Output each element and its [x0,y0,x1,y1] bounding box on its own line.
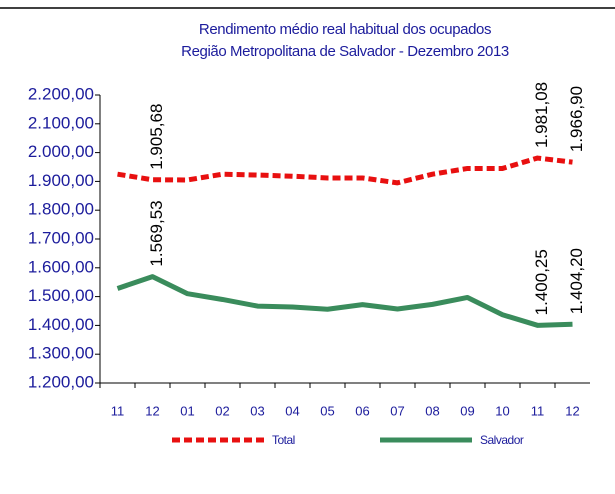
legend-label: Salvador [480,433,524,447]
x-tick-label: 11 [111,403,125,418]
x-tick-label: 07 [390,403,404,418]
chart-subtitle: Região Metropolitana de Salvador - Dezem… [181,43,509,60]
y-tick-label: 1.500,00 [28,286,94,305]
x-tick-label: 12 [565,403,579,418]
y-tick-label: 1.200,00 [28,372,94,391]
x-tick-label: 01 [180,403,194,418]
legend-label: Total [272,433,295,447]
y-tick-label: 1.400,00 [28,315,94,334]
y-tick-label: 1.600,00 [28,257,94,276]
x-tick-label: 12 [145,403,159,418]
chart-title: Rendimento médio real habitual dos ocupa… [199,21,491,38]
y-tick-label: 2.100,00 [28,113,94,132]
line-series [117,155,573,186]
value-label: 1.569,53 [147,200,166,266]
x-tick-label: 04 [285,403,299,418]
x-tick-label: 09 [460,403,474,418]
y-tick-label: 2.200,00 [28,84,94,103]
y-tick-label: 1.700,00 [28,228,94,247]
y-tick-label: 1.800,00 [28,200,94,219]
value-label: 1.981,08 [532,82,551,148]
x-tick-label: 11 [531,403,545,418]
x-tick-label: 06 [355,403,369,418]
line-series [116,274,573,328]
value-label: 1.905,68 [147,104,166,170]
x-tick-label: 05 [320,403,334,418]
x-tick-label: 10 [495,403,509,418]
x-tick-label: 08 [425,403,439,418]
value-label: 1.966,90 [567,86,586,152]
value-label: 1.404,20 [567,248,586,314]
x-tick-label: 02 [215,403,229,418]
y-tick-label: 1.300,00 [28,344,94,363]
value-label: 1.400,25 [532,249,551,315]
y-tick-label: 1.900,00 [28,171,94,190]
x-tick-label: 03 [250,403,264,418]
y-tick-label: 2.000,00 [28,142,94,161]
